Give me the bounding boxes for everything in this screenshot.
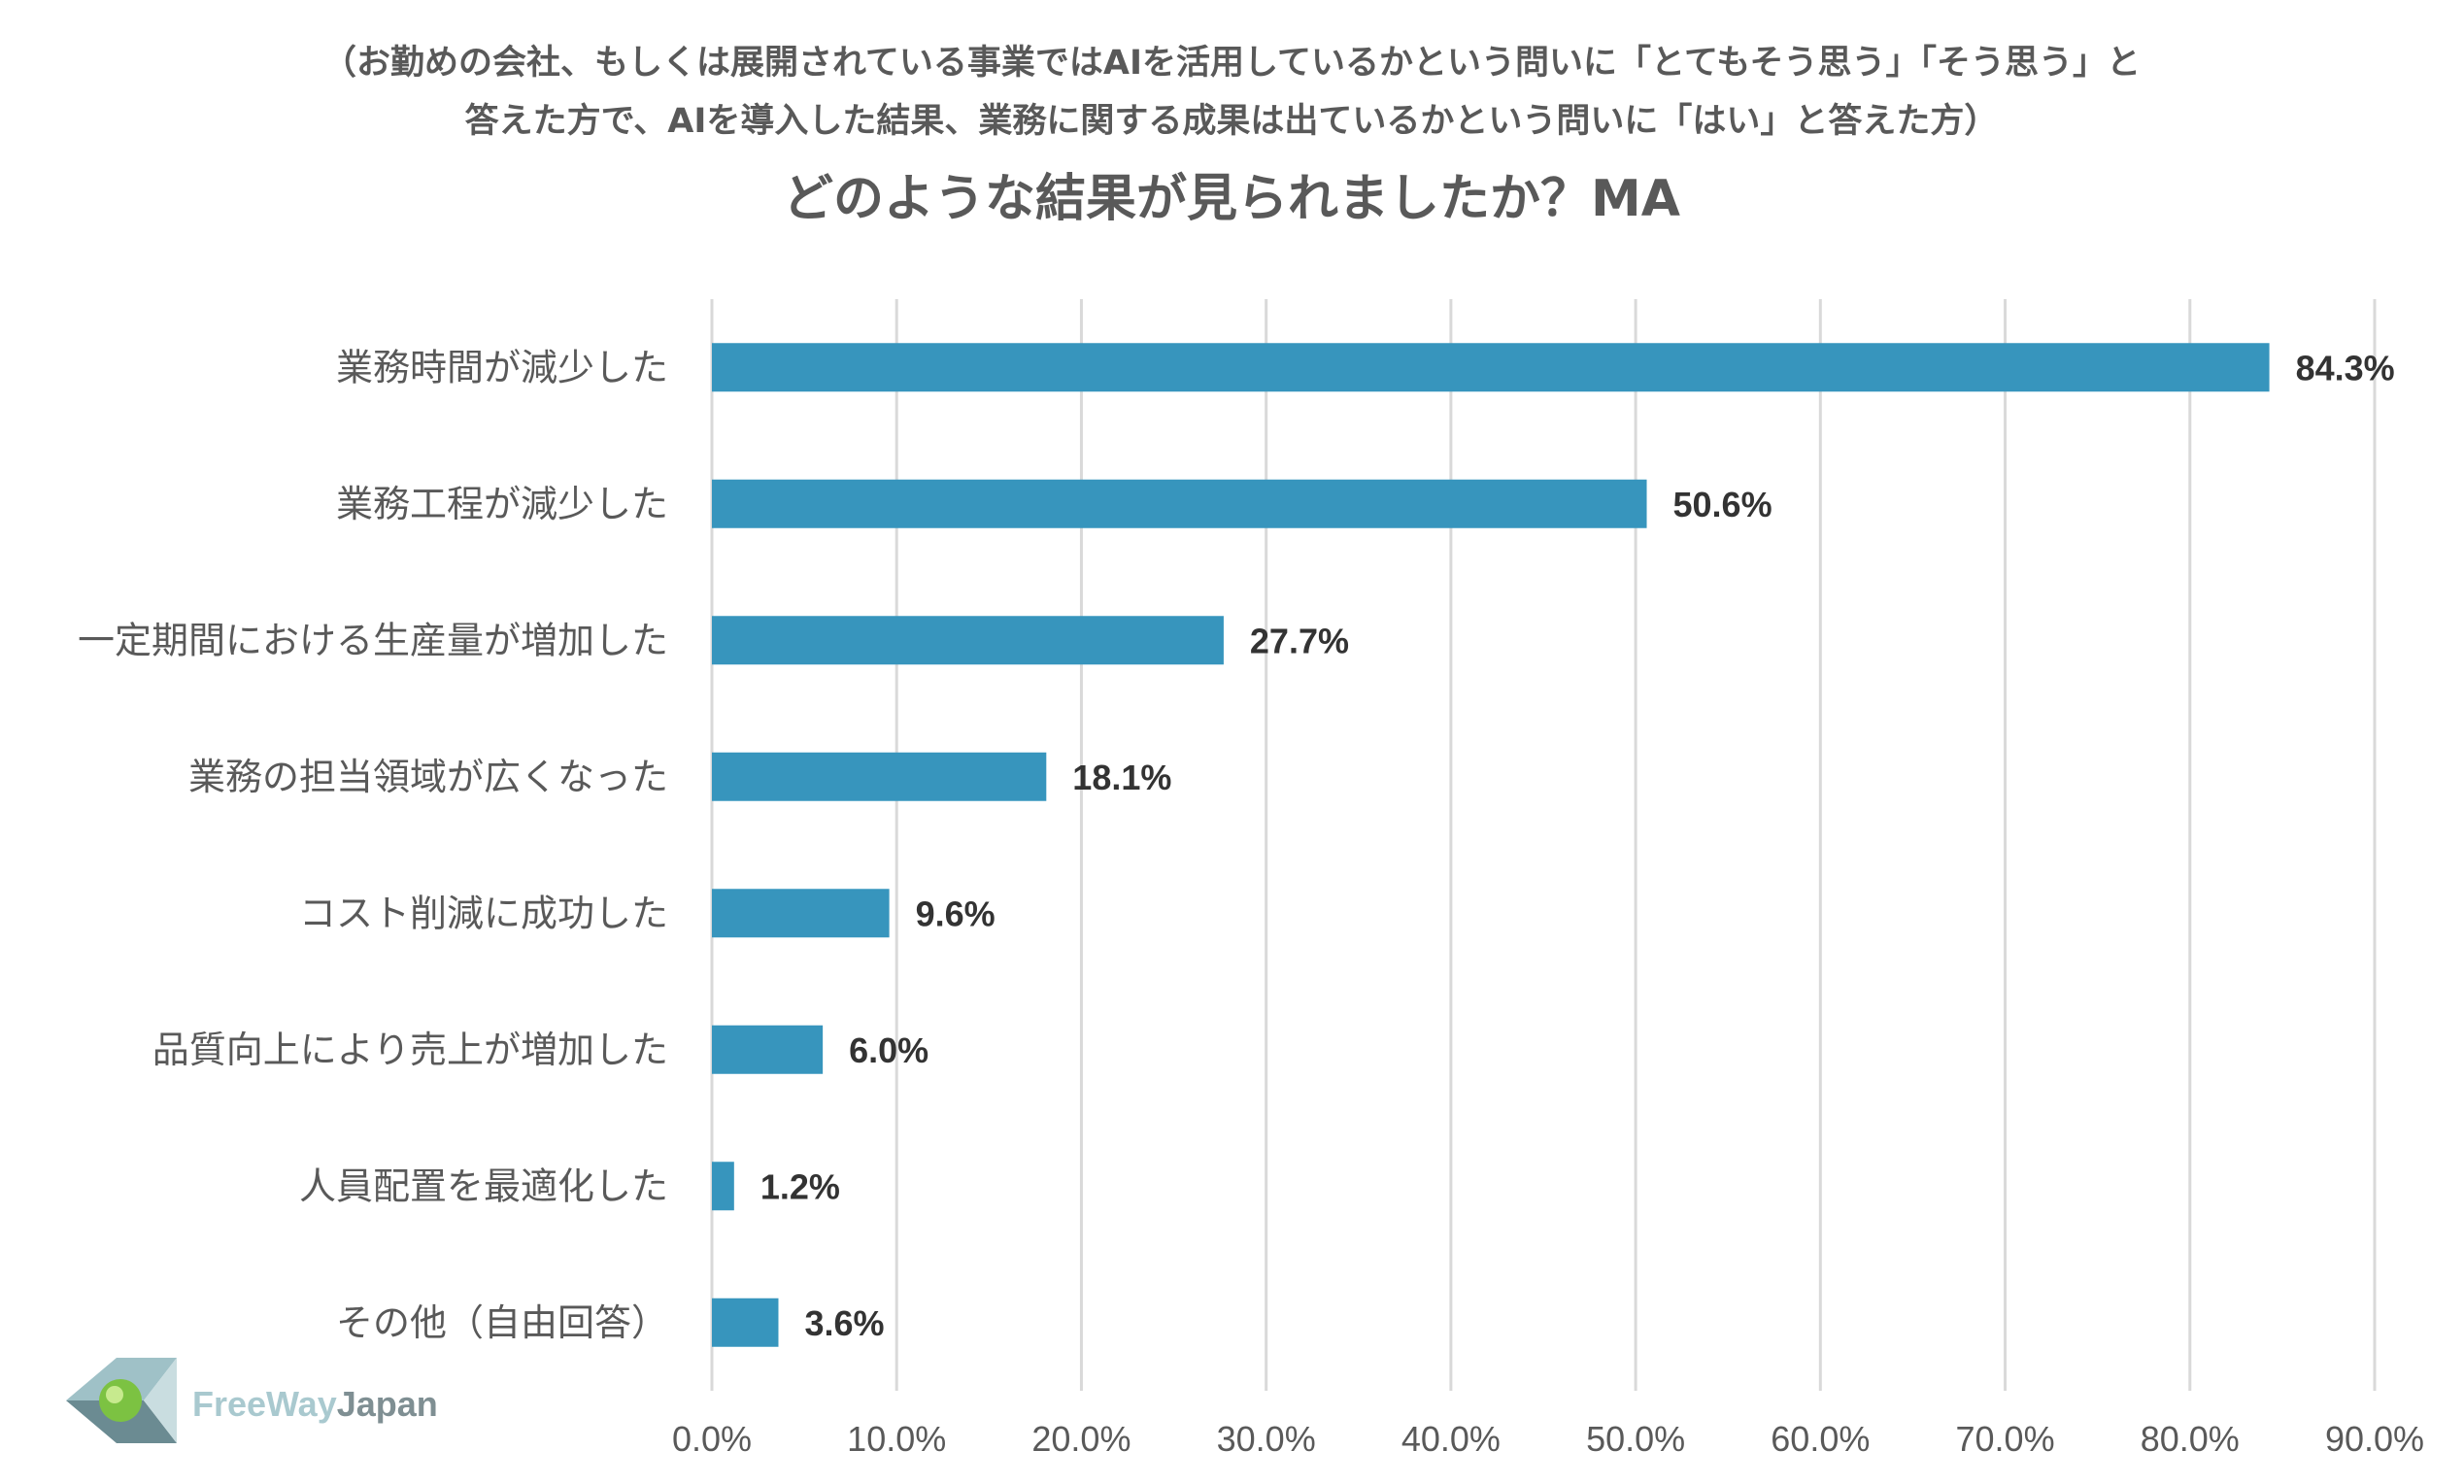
bar <box>712 1162 734 1211</box>
x-tick-label: 70.0% <box>1956 1419 2055 1459</box>
logo-text-freeway: FreeWay <box>192 1384 337 1424</box>
category-label: その他（自由回答） <box>336 1301 668 1344</box>
bar <box>712 889 890 938</box>
logo-icon <box>66 1358 177 1443</box>
logo-text-japan: Japan <box>337 1384 438 1424</box>
x-tick-label: 40.0% <box>1401 1419 1501 1459</box>
category-label: 品質向上により売上が増加した <box>152 1029 668 1071</box>
svg-text:FreeWayJapan: FreeWayJapan <box>192 1384 438 1424</box>
data-label: 6.0% <box>849 1030 928 1070</box>
bar <box>712 1298 779 1347</box>
category-label: 一定期間における生産量が増加した <box>78 619 668 661</box>
chart-subtitle: （お勤めの会社、もしくは展開されている事業ではAIを活用しているかという問いに「… <box>322 44 2141 141</box>
bar <box>712 616 1224 665</box>
bar <box>712 1025 824 1074</box>
bar <box>712 343 2270 392</box>
x-tick-label: 10.0% <box>847 1419 946 1459</box>
subtitle-line-2: 答えた方で、AIを導入した結果、業務に関する成果は出ているかという問いに「はい」… <box>465 102 1999 141</box>
category-label: 人員配置を最適化した <box>299 1164 668 1207</box>
bar <box>712 752 1047 801</box>
data-labels: 84.3% 50.6% 27.7% 18.1% 9.6% 6.0% 1.2% 3.6% <box>760 348 2395 1343</box>
data-label: 1.2% <box>760 1166 840 1206</box>
category-label: 業務の担当領域が広くなった <box>188 756 668 798</box>
category-label: 業務時間が減少した <box>336 346 668 388</box>
data-label: 9.6% <box>916 894 996 933</box>
x-tick-label: 20.0% <box>1031 1419 1131 1459</box>
bars <box>712 343 2270 1347</box>
x-axis-tick-labels: 0.0% 10.0% 20.0% 30.0% 40.0% 50.0% 60.0% 70.0% 8… <box>672 1419 2424 1459</box>
x-tick-label: 80.0% <box>2141 1419 2240 1459</box>
category-label: 業務工程が減少した <box>336 483 668 525</box>
subtitle-line-1: （お勤めの会社、もしくは展開されている事業ではAIを活用しているかという問いに「… <box>322 44 2141 83</box>
category-labels: 業務時間が減少した業務工程が減少した一定期間における生産量が増加した業務の担当領… <box>78 346 668 1344</box>
data-label: 50.6% <box>1673 485 1772 524</box>
freewayjapan-logo: FreeWayJapan <box>66 1358 438 1443</box>
x-tick-label: 0.0% <box>672 1419 752 1459</box>
category-label: コスト削減に成功した <box>299 892 668 934</box>
data-label: 18.1% <box>1072 758 1171 797</box>
x-tick-label: 90.0% <box>2325 1419 2424 1459</box>
data-label: 27.7% <box>1250 621 1349 660</box>
gridlines <box>710 299 2377 1391</box>
x-tick-label: 50.0% <box>1586 1419 1685 1459</box>
data-label: 3.6% <box>804 1303 884 1343</box>
data-label: 84.3% <box>2296 348 2395 388</box>
chart-title: どのような結果が見られましたか？MA <box>783 170 1680 228</box>
x-tick-label: 60.0% <box>1771 1419 1870 1459</box>
x-tick-label: 30.0% <box>1217 1419 1316 1459</box>
bar <box>712 479 1647 528</box>
